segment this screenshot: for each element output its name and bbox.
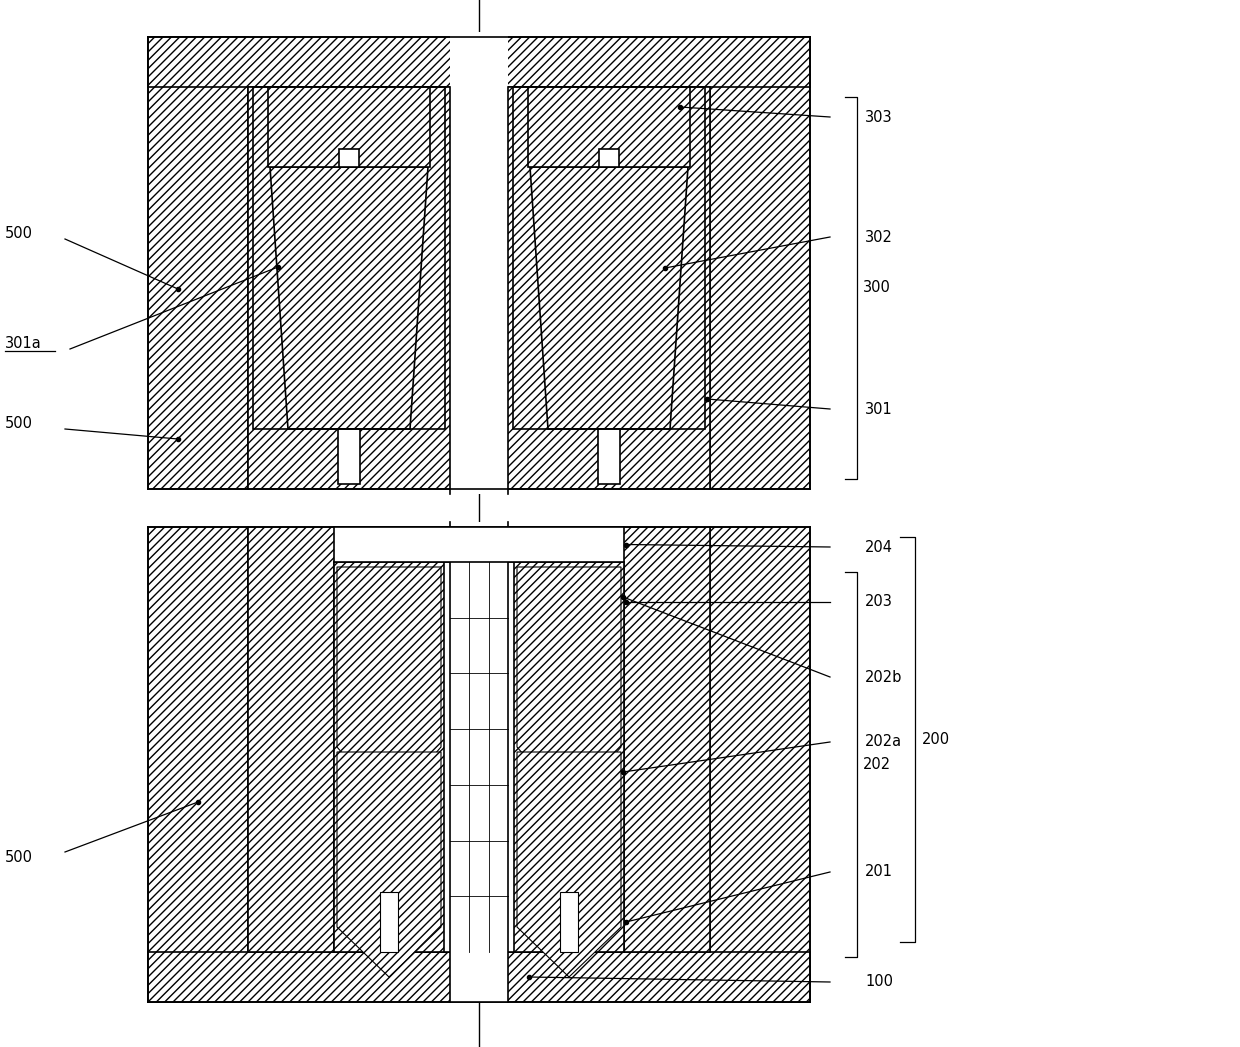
Text: 204: 204	[866, 539, 893, 555]
Bar	[148, 527, 248, 1002]
Bar	[148, 952, 810, 1002]
Bar	[711, 527, 810, 1002]
Text: 202a: 202a	[866, 735, 903, 750]
Polygon shape	[517, 567, 621, 807]
Bar	[599, 149, 619, 168]
Text: 201: 201	[866, 865, 893, 879]
Text: 300: 300	[863, 281, 890, 295]
Bar	[334, 562, 444, 952]
Text: 202b: 202b	[866, 669, 903, 685]
Bar	[268, 87, 430, 168]
Polygon shape	[270, 168, 428, 429]
Bar	[248, 527, 711, 952]
Bar	[450, 32, 508, 494]
Bar	[148, 37, 248, 489]
Bar	[528, 87, 689, 168]
Text: 301a: 301a	[5, 336, 42, 352]
Bar	[513, 87, 706, 429]
Text: 500: 500	[5, 417, 33, 431]
Text: 500: 500	[5, 849, 33, 865]
Bar	[334, 527, 624, 562]
Polygon shape	[337, 567, 441, 807]
Text: 302: 302	[866, 229, 893, 245]
Text: 202: 202	[863, 757, 892, 772]
Bar	[560, 892, 578, 952]
Text: 203: 203	[866, 595, 893, 609]
Bar	[339, 149, 360, 168]
Polygon shape	[529, 168, 688, 429]
Bar	[148, 37, 810, 87]
Text: 100: 100	[866, 975, 893, 989]
Polygon shape	[337, 752, 441, 977]
Bar	[450, 522, 508, 1002]
Text: 200: 200	[923, 732, 950, 747]
Text: 301: 301	[866, 401, 893, 417]
Text: 303: 303	[866, 110, 893, 125]
Bar	[379, 892, 398, 952]
Text: 500: 500	[5, 226, 33, 242]
Bar	[711, 37, 810, 489]
Bar	[598, 429, 620, 484]
Polygon shape	[517, 752, 621, 977]
Bar	[339, 429, 360, 484]
Bar	[253, 87, 445, 429]
Bar	[248, 87, 711, 489]
Bar	[515, 562, 624, 952]
Bar	[334, 562, 624, 952]
